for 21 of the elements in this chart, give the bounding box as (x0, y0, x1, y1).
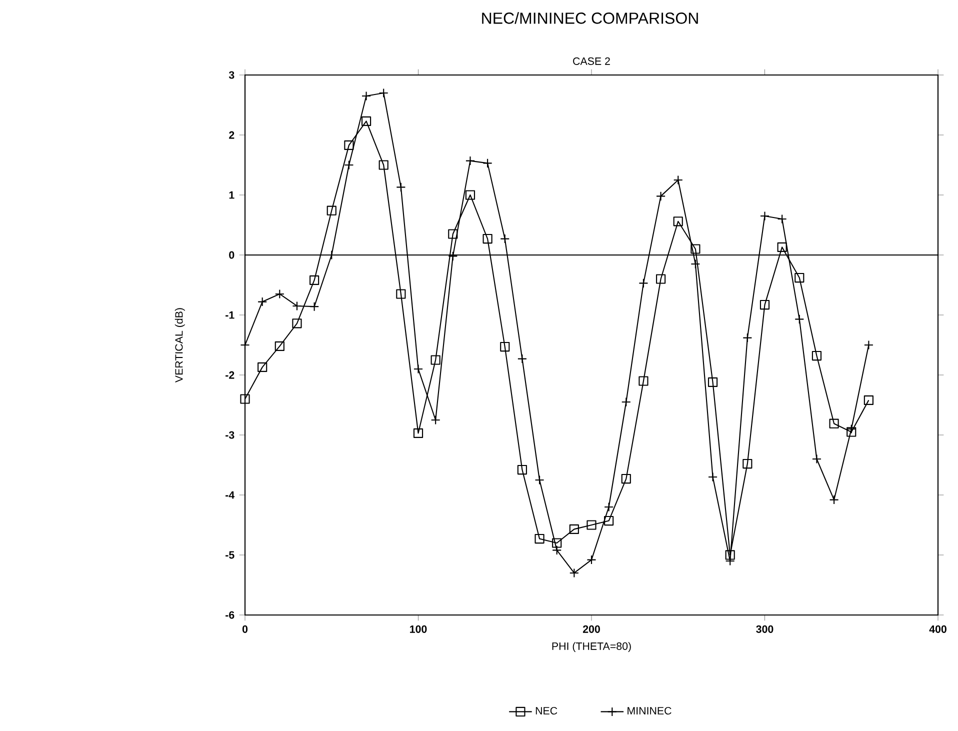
x-tick-label: 100 (410, 625, 427, 633)
chart-title: NEC/MININEC COMPARISON (482, 12, 698, 24)
y-tick-label: 0 (229, 251, 234, 259)
x-tick-label: 200 (582, 625, 600, 633)
y-tick-label: -6 (226, 611, 234, 619)
y-tick-label: -2 (226, 371, 234, 379)
y-tick-label: -4 (226, 491, 235, 499)
y-tick-label: 2 (229, 131, 234, 139)
y-axis-title: VERTICAL (dB) (174, 308, 185, 382)
x-tick-label: 400 (929, 625, 946, 633)
legend-label: MININEC (628, 706, 672, 715)
y-tick-label: 3 (228, 71, 234, 79)
y-tick-label: -5 (226, 551, 234, 559)
x-axis-title: PHI (THETA=80) (552, 642, 631, 652)
y-tick-label: 1 (229, 191, 234, 199)
legend-label: NEC (536, 706, 558, 715)
x-tick-label: 0 (242, 625, 248, 633)
x-tick-label: 300 (756, 625, 774, 633)
chart-subtitle: CASE 2 (573, 57, 610, 65)
y-tick-label: -1 (226, 311, 234, 319)
y-tick-label: -3 (226, 431, 234, 439)
